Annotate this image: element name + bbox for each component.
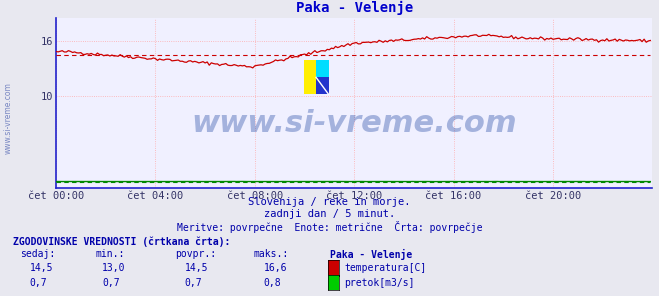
Text: min.:: min.: — [96, 249, 125, 259]
Text: Meritve: povrpečne  Enote: metrične  Črta: povrpečje: Meritve: povrpečne Enote: metrične Črta:… — [177, 221, 482, 233]
Text: ZGODOVINSKE VREDNOSTI (črtkana črta):: ZGODOVINSKE VREDNOSTI (črtkana črta): — [13, 237, 231, 247]
Text: 16,6: 16,6 — [264, 263, 287, 274]
FancyBboxPatch shape — [304, 60, 316, 94]
Text: 0,8: 0,8 — [264, 278, 281, 288]
Text: www.si-vreme.com: www.si-vreme.com — [191, 109, 517, 138]
Title: Paka - Velenje: Paka - Velenje — [296, 1, 413, 15]
Text: temperatura[C]: temperatura[C] — [344, 263, 426, 274]
FancyBboxPatch shape — [316, 77, 329, 94]
Text: 13,0: 13,0 — [102, 263, 126, 274]
Text: 14,5: 14,5 — [185, 263, 208, 274]
Text: 0,7: 0,7 — [30, 278, 47, 288]
Text: 0,7: 0,7 — [185, 278, 202, 288]
Text: zadnji dan / 5 minut.: zadnji dan / 5 minut. — [264, 209, 395, 219]
Text: Paka - Velenje: Paka - Velenje — [330, 249, 412, 260]
Text: www.si-vreme.com: www.si-vreme.com — [3, 83, 13, 154]
Text: pretok[m3/s]: pretok[m3/s] — [344, 278, 415, 288]
Text: Slovenija / reke in morje.: Slovenija / reke in morje. — [248, 197, 411, 207]
Text: 0,7: 0,7 — [102, 278, 120, 288]
Text: povpr.:: povpr.: — [175, 249, 215, 259]
FancyBboxPatch shape — [316, 60, 329, 77]
Text: maks.:: maks.: — [254, 249, 289, 259]
Text: sedaj:: sedaj: — [20, 249, 55, 259]
Text: 14,5: 14,5 — [30, 263, 53, 274]
